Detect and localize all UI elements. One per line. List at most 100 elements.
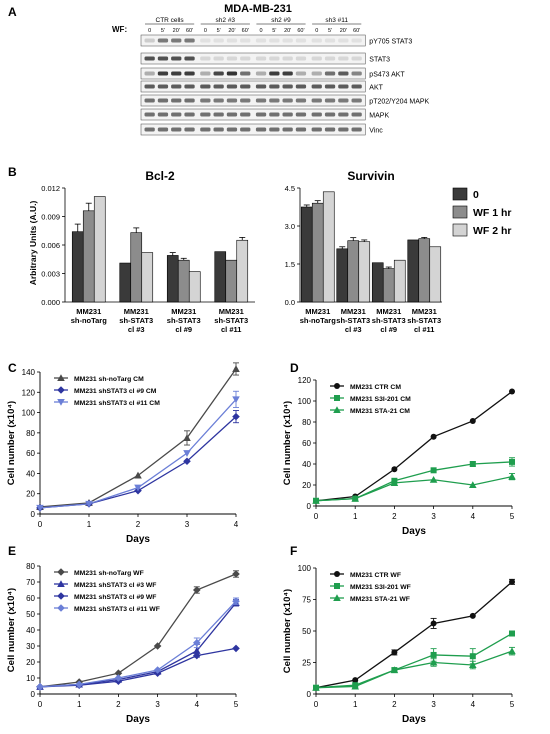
x-tick-label: 0 — [38, 520, 43, 529]
y-tick-label: 0 — [31, 690, 36, 699]
data-point — [351, 682, 359, 690]
blot-band — [255, 56, 267, 61]
bar — [358, 241, 371, 303]
x-tick-label: 5 — [234, 700, 239, 709]
legend-label: MM231 sh-noTarg WF — [74, 570, 144, 577]
blot-band — [282, 112, 293, 117]
data-point — [469, 653, 476, 660]
legend-label: MM231 STA-21 CM — [350, 408, 410, 415]
bar — [311, 202, 324, 303]
bar — [71, 231, 84, 303]
blot-band — [324, 84, 336, 89]
blot-band — [184, 98, 195, 103]
legend-label: MM231 shSTAT3 cl #11 CM — [74, 400, 160, 407]
chart-bcl2: Bcl-20.0000.0030.0060.0090.012MM231sh-no… — [41, 169, 255, 334]
y-axis-label: Cell number (x10⁴) — [282, 589, 293, 673]
category-label: MM231 — [305, 307, 330, 316]
bar — [407, 239, 420, 303]
bar — [225, 259, 238, 303]
blot-band — [311, 56, 322, 61]
y-tick-label: 60 — [302, 439, 311, 448]
blot-band — [311, 38, 322, 43]
category-label: MM231 — [171, 307, 196, 316]
blot-band — [338, 112, 349, 117]
blot-band — [255, 38, 267, 43]
blot-band — [157, 98, 169, 103]
data-point — [430, 467, 437, 474]
data-point — [153, 642, 162, 650]
data-point — [193, 639, 201, 647]
category-label: sh-STAT3 — [167, 316, 201, 325]
blot-timepoint-label: 5' — [217, 28, 221, 34]
x-tick-label: 2 — [392, 512, 397, 521]
panel-letter-b: B — [8, 165, 17, 179]
blot-band — [255, 98, 267, 103]
series-line — [39, 647, 237, 688]
bar — [418, 238, 431, 303]
data-point — [351, 494, 359, 502]
series-line — [315, 632, 513, 689]
blot-band — [311, 127, 322, 132]
blot-band — [157, 127, 169, 132]
blot-row-label: pY705 STAT3 — [369, 39, 412, 46]
x-tick-label: 4 — [234, 520, 239, 529]
blot-band — [213, 38, 224, 43]
blot-row-label: pT202/Y204 MAPK — [369, 99, 429, 106]
bar — [177, 259, 190, 303]
blot-band — [226, 84, 238, 89]
bar — [166, 255, 179, 303]
blot-band — [269, 127, 280, 132]
data-point — [85, 500, 93, 508]
x-tick-label: 0 — [38, 700, 43, 709]
y-tick-label: 70 — [26, 578, 35, 587]
y-tick-label: 50 — [26, 610, 35, 619]
data-point — [232, 396, 240, 404]
legend-label: MM231 shSTAT3 cl #11 WF — [74, 606, 160, 613]
data-point — [509, 578, 515, 585]
blot-band — [226, 98, 238, 103]
blot-band — [295, 98, 307, 103]
bar — [322, 191, 335, 303]
data-point — [429, 475, 438, 483]
x-tick-label: 2 — [392, 700, 397, 709]
x-axis-label: Days — [402, 714, 426, 725]
blot-timepoint-label: 60' — [297, 28, 304, 34]
x-tick-label: 3 — [431, 700, 436, 709]
x-tick-label: 5 — [510, 512, 515, 521]
data-point — [509, 630, 515, 637]
data-point — [391, 649, 398, 656]
x-tick-label: 0 — [314, 512, 319, 521]
blot-band — [171, 56, 182, 61]
blot-timepoint-label: 0 — [315, 28, 318, 34]
data-point — [509, 458, 515, 465]
legend-label: MM231 sh-noTarg CM — [74, 376, 144, 383]
data-point — [333, 594, 341, 602]
blot-band — [351, 71, 362, 76]
y-tick-label: 40 — [26, 626, 35, 635]
blot-band — [324, 71, 336, 76]
blot-band — [338, 98, 349, 103]
data-point — [312, 496, 320, 504]
blot-band — [269, 71, 280, 76]
category-label: sh-STAT3 — [214, 316, 248, 325]
blot-band — [184, 71, 195, 76]
data-point — [57, 386, 65, 394]
category-label: sh-noTarg — [71, 316, 108, 325]
legend-label: MM231 shSTAT3 cl #9 WF — [74, 594, 156, 601]
blot-band — [269, 112, 280, 117]
data-point — [153, 666, 162, 674]
data-point — [469, 481, 477, 489]
data-point — [509, 388, 515, 395]
blot-band — [200, 38, 211, 43]
data-point — [114, 669, 123, 677]
western-blot: MDA-MB-231 WF: CTR cells 0 5' 20' 60' sh2 #3 0… — [112, 3, 430, 136]
blot-row-label: MAPK — [369, 113, 389, 120]
blot-strip — [140, 67, 366, 80]
category-label: sh-noTarg — [300, 316, 337, 325]
data-point — [429, 658, 438, 666]
blot-band — [324, 56, 336, 61]
x-tick-label: 3 — [431, 512, 436, 521]
blot-row-label: STAT3 — [369, 57, 390, 64]
blot-band — [157, 84, 169, 89]
blot-band — [351, 38, 362, 43]
